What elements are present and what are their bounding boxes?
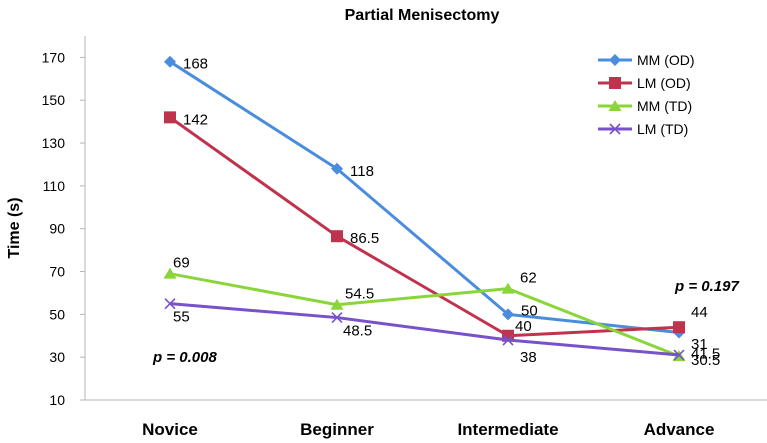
series-line [169,60,680,335]
legend-item: LM (TD) [598,121,688,137]
legend-marker [609,77,621,89]
y-tick-label: 110 [43,178,66,194]
marker-stroke [673,349,685,361]
data-label: 69 [173,255,190,272]
data-label: 62 [520,270,537,287]
series-line [169,302,680,357]
legend-item: MM (OD) [598,52,695,68]
y-tick-label: 170 [42,49,66,65]
data-point [673,349,685,361]
data-label: 44 [691,304,708,321]
data-point [502,308,514,321]
y-axis-label: Time (s) [6,197,23,258]
chart-title: Partial Menisectomy [345,7,500,24]
legend-label: LM (TD) [637,121,688,137]
legend-item: LM (OD) [598,75,691,91]
series-mm-td [163,267,686,362]
data-label: 54.5 [345,286,374,303]
legend: MM (OD) LM (OD) MM (TD) LM (TD) [598,52,695,137]
data-point [163,267,177,279]
p-value-annotation-left: p = 0.008 [152,349,217,366]
data-label: 142 [183,111,208,128]
p-value-annotation-right: p = 0.197 [674,278,739,295]
series-lm-od [164,111,685,342]
legend-label: LM (OD) [637,75,691,91]
data-point [673,321,685,334]
data-label: 48.5 [343,323,372,340]
y-tick-label: 30 [49,349,65,365]
data-point [164,55,176,68]
marker-stroke [502,334,514,346]
data-label: 30.5 [691,352,720,369]
x-tick-label: Novice [142,420,198,439]
data-label: 50 [521,302,538,319]
data-label: 38 [520,349,537,366]
axes: 10 30 50 70 90 110 130 150 170 Novice Beginner Inte… [42,36,767,439]
y-tick-label: 130 [42,135,66,151]
data-point [164,111,176,124]
data-label: 55 [173,309,190,326]
data-point [502,334,514,346]
series-lm-td [164,298,685,361]
x-tick-label: Intermediate [457,420,558,439]
legend-marker [609,54,621,66]
y-tick-label: 70 [49,264,65,280]
x-tick-label: Advance [644,420,715,439]
data-label: 118 [350,163,374,180]
marker-stroke [609,123,621,135]
data-label: 168 [183,56,208,73]
y-tick-label: 50 [49,306,65,322]
marker-stroke [331,311,343,324]
legend-marker [609,123,621,135]
marker-stroke [164,298,176,310]
series-layer [163,55,686,362]
y-tick-label: 90 [49,221,65,237]
data-point [331,230,343,243]
data-point [164,298,176,310]
data-point [501,282,515,294]
series-line [169,116,680,338]
series-line [169,272,680,358]
data-label: 31 [691,336,708,353]
y-tick-label: 150 [42,92,66,108]
data-point [331,162,343,175]
x-tick-label: Beginner [300,420,374,439]
data-label: 86.5 [350,230,379,247]
data-label: 40 [515,318,532,335]
data-label: 41.5 [691,346,720,363]
legend-item: MM (TD) [598,98,692,114]
y-tick-label: 10 [49,392,65,408]
legend-marker [608,100,622,111]
data-point [331,311,343,324]
legend-label: MM (TD) [637,98,692,114]
legend-label: MM (OD) [637,52,695,68]
data-point [330,298,344,310]
data-labels: 168 118 50 41.5 142 86.5 40 44 69 54.5 62 30.5 55 48.… [173,56,720,369]
